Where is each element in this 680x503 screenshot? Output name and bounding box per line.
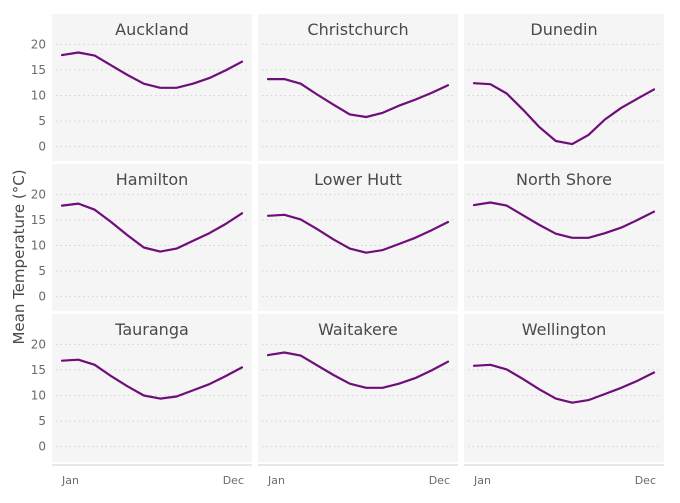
panel-lower-hutt: Lower Hutt — [258, 164, 458, 311]
y-tick-labels-group: 0 5 10 15 20 0 5 10 15 20 0 5 10 15 20 — [31, 37, 46, 453]
series-line — [472, 82, 656, 146]
panel-background — [258, 314, 458, 462]
panel-background — [258, 164, 458, 311]
x-tick-label-first: Jan — [61, 474, 79, 487]
y-tick-label: 5 — [38, 114, 46, 128]
panel-wellington: Wellington — [464, 314, 664, 462]
panel-auckland: Auckland — [52, 14, 252, 161]
panel-waitakere: Waitakere — [258, 314, 458, 462]
panel-title: Tauranga — [114, 320, 189, 339]
series-line — [266, 77, 450, 119]
y-tick-label: 0 — [38, 140, 46, 154]
panel-background — [464, 164, 664, 311]
y-tick-label: 10 — [31, 239, 46, 253]
panel-background — [52, 314, 252, 462]
panel-background — [464, 314, 664, 462]
panel-title: Lower Hutt — [314, 170, 402, 189]
panel-background — [52, 164, 252, 311]
series-line — [60, 202, 244, 253]
series-line — [60, 51, 244, 89]
panel-title: North Shore — [516, 170, 612, 189]
series-line — [472, 363, 656, 404]
panel-dunedin: Dunedin — [464, 14, 664, 161]
y-tick-label: 5 — [38, 264, 46, 278]
panel-background — [52, 14, 252, 161]
panel-title: Christchurch — [307, 20, 408, 39]
y-tick-label: 20 — [31, 37, 46, 51]
panel-background — [258, 14, 458, 161]
series-line — [266, 213, 450, 254]
y-tick-label: 15 — [31, 363, 46, 377]
panel-tauranga: Tauranga — [52, 314, 252, 462]
panel-hamilton: Hamilton — [52, 164, 252, 311]
y-tick-label: 20 — [31, 337, 46, 351]
y-axis-label: Mean Temperature (°C) — [10, 169, 28, 344]
x-tick-label-first: Jan — [267, 474, 285, 487]
y-tick-label: 10 — [31, 389, 46, 403]
panels-group: Auckland Christchurch Dunedin Hamilton Lower… — [52, 14, 664, 462]
y-tick-label: 15 — [31, 63, 46, 77]
panel-title: Hamilton — [116, 170, 189, 189]
series-line — [266, 351, 450, 389]
y-tick-label: 15 — [31, 213, 46, 227]
panel-title: Auckland — [115, 20, 189, 39]
y-tick-label: 0 — [38, 440, 46, 454]
y-tick-label: 10 — [31, 89, 46, 103]
panel-christchurch: Christchurch — [258, 14, 458, 161]
panel-north-shore: North Shore — [464, 164, 664, 311]
x-tick-label-first: Jan — [473, 474, 491, 487]
x-tick-labels-group: Jan Dec Jan Dec Jan Dec — [52, 464, 664, 487]
series-line — [472, 201, 656, 239]
x-tick-label-last: Dec — [223, 474, 244, 487]
panel-title: Wellington — [522, 320, 607, 339]
x-tick-label-last: Dec — [635, 474, 656, 487]
panel-title: Waitakere — [318, 320, 398, 339]
x-tick-label-last: Dec — [429, 474, 450, 487]
panel-title: Dunedin — [530, 20, 597, 39]
y-tick-label: 5 — [38, 414, 46, 428]
y-tick-label: 0 — [38, 290, 46, 304]
y-tick-label: 20 — [31, 187, 46, 201]
series-line — [60, 358, 244, 400]
